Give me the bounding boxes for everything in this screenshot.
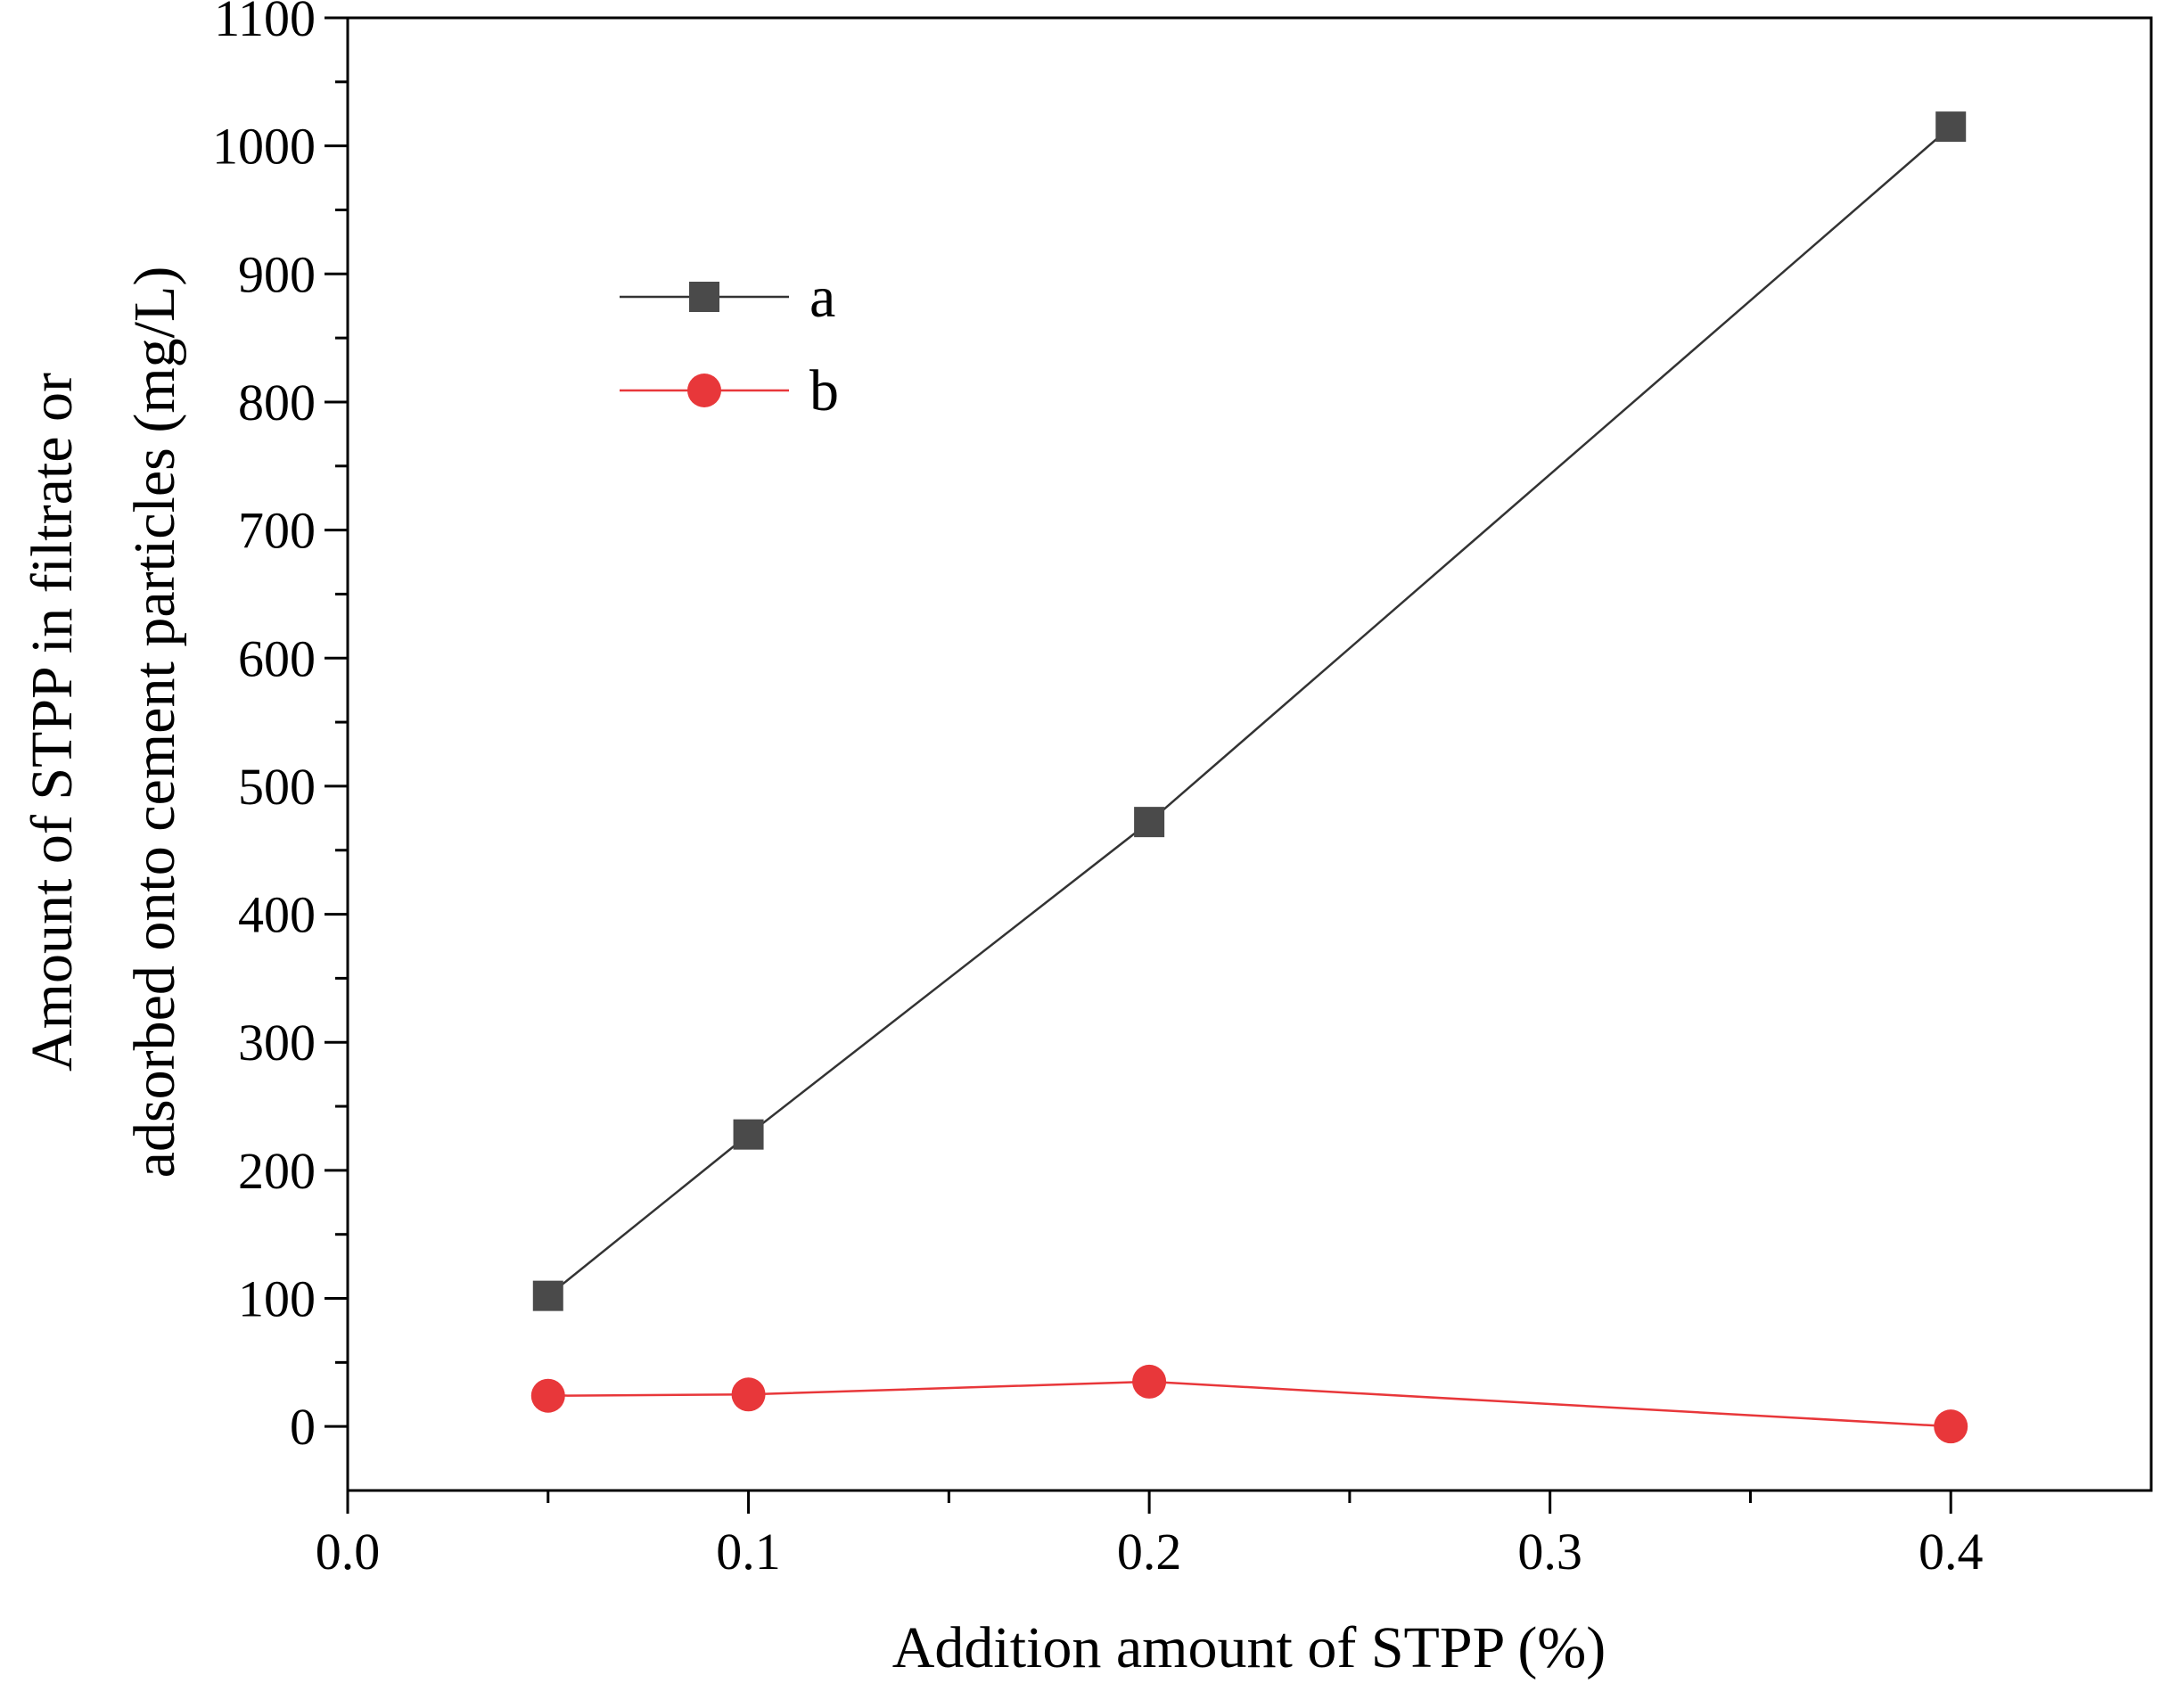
y-axis-title-line1: Amount of STPP in filtrate or	[20, 373, 85, 1072]
x-tick-label: 0.4	[1919, 1523, 1984, 1581]
y-tick-label: 600	[238, 629, 316, 687]
y-tick-label: 1100	[214, 0, 316, 47]
data-point-a	[1935, 111, 1967, 143]
legend-item-a: a	[620, 265, 835, 330]
y-tick-label: 700	[238, 502, 316, 560]
y-axis: 0 100 200 300 400 500 600 700 800 900 1000 1100	[212, 0, 348, 1456]
y-tick-label: 0	[290, 1398, 316, 1456]
series-line-b	[547, 1380, 1951, 1428]
legend: ab	[620, 265, 839, 423]
data-point-a	[1134, 807, 1165, 838]
y-tick-label: 100	[238, 1270, 316, 1328]
legend-label: b	[809, 358, 839, 423]
data-point-a	[532, 1280, 563, 1311]
legend-marker-b	[687, 374, 721, 407]
series-line-a	[546, 126, 1952, 1297]
x-tick-label: 0.3	[1517, 1523, 1582, 1581]
legend-marker-a	[689, 282, 719, 312]
y-tick-label: 1000	[212, 118, 316, 176]
y-tick-label: 800	[238, 374, 316, 431]
data-point-a	[733, 1119, 764, 1150]
data-point-b	[530, 1378, 565, 1413]
x-axis: 0.0 0.1 0.2 0.3 0.4	[316, 1490, 1984, 1581]
y-tick-label: 300	[238, 1014, 316, 1072]
x-tick-label: 0.2	[1117, 1523, 1182, 1581]
y-tick-label: 500	[238, 758, 316, 816]
y-tick-label: 200	[238, 1142, 316, 1200]
x-tick-label: 0.1	[716, 1523, 781, 1581]
x-tick-label: 0.0	[316, 1523, 381, 1581]
y-tick-label: 900	[238, 245, 316, 303]
data-point-b	[731, 1377, 766, 1412]
series-a	[532, 111, 1967, 1311]
y-tick-label: 400	[238, 886, 316, 944]
plot-area	[346, 16, 2153, 1492]
x-axis-title: Addition amount of STPP (%)	[892, 1615, 1606, 1680]
data-point-b	[1132, 1364, 1167, 1399]
series-layer	[530, 111, 1968, 1444]
series-b	[530, 1364, 1968, 1444]
legend-label: a	[809, 265, 835, 330]
y-axis-title-line2: adsorbed onto cement particles (mg/L)	[122, 267, 187, 1178]
legend-item-b: b	[620, 358, 839, 423]
plot-frame	[346, 16, 2153, 1492]
data-point-b	[1934, 1409, 1968, 1444]
